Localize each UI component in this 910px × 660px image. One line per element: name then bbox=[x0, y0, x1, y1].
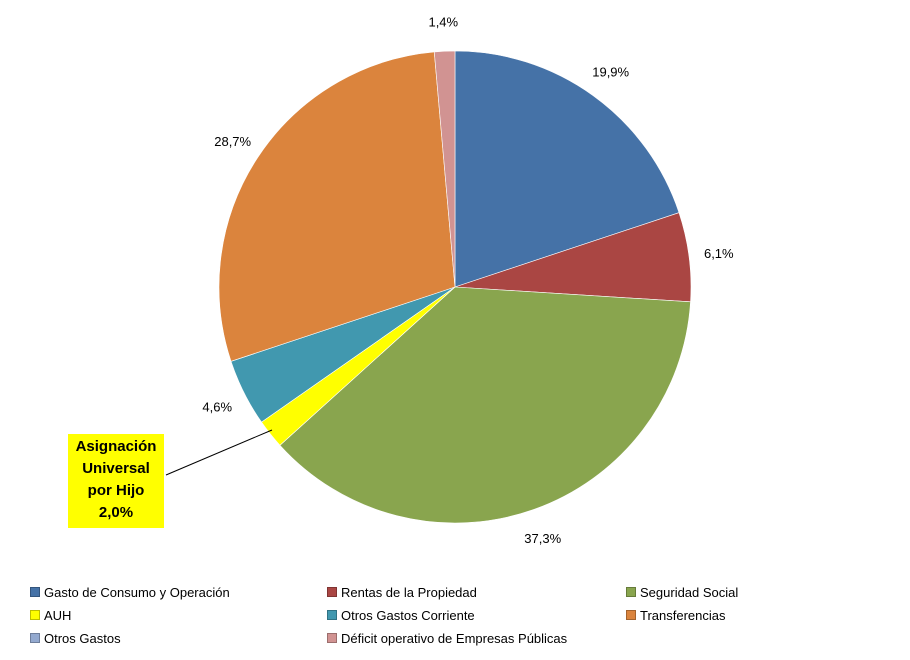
legend-swatch bbox=[327, 587, 337, 597]
callout-line-4: 2,0% bbox=[98, 504, 134, 521]
data-label-transferencias: 28,7% bbox=[214, 134, 251, 149]
legend-item-gasto-de-consumo-y-operacion: Gasto de Consumo y Operación bbox=[30, 582, 230, 602]
legend-item-rentas-de-la-propiedad: Rentas de la Propiedad bbox=[327, 582, 477, 602]
callout-line-2: Universal bbox=[82, 460, 150, 477]
auh-callout: Asignación Universal por Hijo 2,0% bbox=[68, 434, 164, 528]
legend-swatch bbox=[327, 633, 337, 643]
legend-swatch bbox=[327, 610, 337, 620]
callout-line-3: por Hijo bbox=[87, 482, 145, 499]
legend-item-otros-gastos: Otros Gastos bbox=[30, 628, 121, 648]
pie-data-labels: 19,9% 6,1% 37,3% 4,6% 28,7% 1,4% bbox=[202, 14, 734, 546]
data-label-rentas-de-la-propiedad: 6,1% bbox=[704, 246, 734, 261]
legend-label: Transferencias bbox=[640, 607, 726, 623]
legend-swatch bbox=[626, 587, 636, 597]
legend-swatch bbox=[30, 610, 40, 620]
data-label-gasto-de-consumo-y-operacion: 19,9% bbox=[592, 64, 629, 79]
data-label-deficit-operativo-de-empresas-publicas: 1,4% bbox=[428, 14, 458, 29]
legend-item-deficit-operativo-de-empresas-publicas: Déficit operativo de Empresas Públicas bbox=[327, 628, 567, 648]
legend-label: Seguridad Social bbox=[640, 584, 739, 600]
legend-swatch bbox=[626, 610, 636, 620]
legend-label: AUH bbox=[44, 607, 72, 623]
legend-label: Gasto de Consumo y Operación bbox=[44, 584, 230, 600]
legend-label: Otros Gastos bbox=[44, 630, 121, 646]
legend-swatch bbox=[30, 633, 40, 643]
pie-slice-gasto-de-consumo-y-operacion bbox=[454, 50, 680, 288]
pie-slice-seguridad-social bbox=[279, 286, 691, 524]
legend: Gasto de Consumo y Operación Rentas de la… bbox=[30, 582, 890, 654]
data-label-otros-gastos-corriente: 4,6% bbox=[202, 399, 232, 414]
legend-label: Rentas de la Propiedad bbox=[341, 584, 477, 600]
legend-label: Déficit operativo de Empresas Públicas bbox=[341, 630, 568, 646]
pie-slice-deficit-operativo-de-empresas-publicas bbox=[433, 50, 456, 288]
pie-slices bbox=[218, 50, 692, 524]
legend-item-transferencias: Transferencias bbox=[626, 605, 726, 625]
callout-leader-line bbox=[165, 429, 273, 476]
callout-line-1: Asignación bbox=[75, 438, 157, 455]
legend-item-seguridad-social: Seguridad Social bbox=[626, 582, 738, 602]
pie-chart: 19,9% 6,1% 37,3% 4,6% 28,7% 1,4% bbox=[165, 14, 734, 546]
legend-label: Otros Gastos Corriente bbox=[341, 607, 475, 623]
legend-item-auh: AUH bbox=[30, 605, 71, 625]
pie-slice-transferencias bbox=[218, 51, 456, 362]
legend-item-otros-gastos-corriente: Otros Gastos Corriente bbox=[327, 605, 475, 625]
data-label-seguridad-social: 37,3% bbox=[524, 531, 561, 546]
legend-swatch bbox=[30, 587, 40, 597]
